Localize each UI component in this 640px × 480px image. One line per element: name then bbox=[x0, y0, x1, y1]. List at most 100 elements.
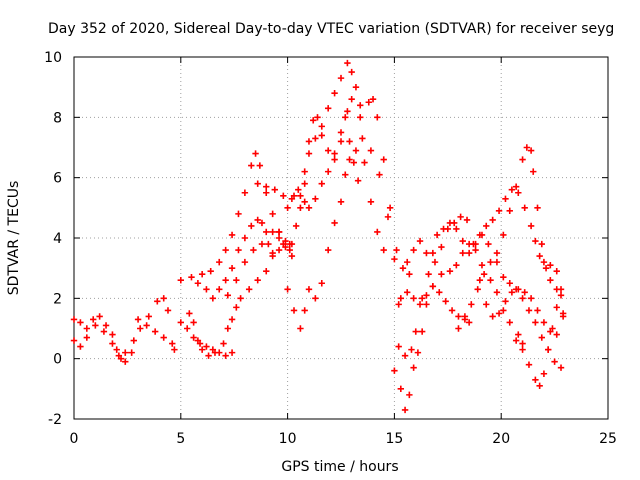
data-point bbox=[263, 183, 270, 190]
data-point bbox=[92, 322, 99, 329]
data-point bbox=[401, 406, 409, 414]
series-track-k bbox=[288, 59, 387, 254]
data-point bbox=[365, 99, 372, 106]
data-point bbox=[506, 207, 513, 215]
data-point bbox=[284, 204, 291, 212]
data-point bbox=[290, 307, 298, 314]
data-point bbox=[113, 346, 120, 353]
data-point bbox=[557, 364, 565, 371]
y-tick-label: 8 bbox=[53, 110, 62, 126]
x-tick-label: 15 bbox=[385, 431, 403, 447]
data-point bbox=[346, 138, 353, 145]
series-track-i bbox=[254, 96, 413, 278]
data-point bbox=[446, 219, 454, 227]
data-point bbox=[288, 195, 296, 202]
data-point bbox=[269, 249, 276, 257]
data-points bbox=[70, 59, 567, 414]
data-point bbox=[348, 96, 355, 103]
y-tick-label: 0 bbox=[53, 352, 62, 368]
data-point bbox=[391, 255, 398, 263]
data-point bbox=[301, 180, 308, 187]
data-point bbox=[440, 225, 447, 233]
data-point bbox=[521, 204, 528, 212]
data-point bbox=[331, 150, 338, 157]
data-point bbox=[324, 168, 332, 175]
data-point bbox=[374, 114, 381, 121]
data-point bbox=[100, 328, 108, 335]
series-track-e bbox=[186, 192, 308, 359]
data-point bbox=[331, 156, 338, 163]
data-point bbox=[90, 316, 97, 323]
series-track-f bbox=[177, 150, 296, 284]
data-point bbox=[96, 313, 103, 320]
data-point bbox=[171, 346, 178, 353]
data-point bbox=[184, 325, 191, 332]
data-point bbox=[519, 340, 526, 347]
data-point bbox=[512, 286, 520, 293]
data-point bbox=[301, 307, 308, 314]
data-point bbox=[209, 295, 217, 302]
y-tick-label: 4 bbox=[53, 231, 62, 247]
data-point bbox=[70, 337, 78, 344]
data-point bbox=[211, 349, 219, 356]
data-point bbox=[224, 292, 231, 299]
data-point bbox=[534, 204, 541, 212]
data-point bbox=[433, 231, 441, 239]
data-point bbox=[352, 147, 360, 154]
series-track-s bbox=[512, 292, 565, 390]
data-point bbox=[534, 307, 541, 314]
data-point bbox=[384, 213, 392, 221]
data-point bbox=[318, 132, 325, 139]
y-tick-label: 10 bbox=[44, 50, 62, 66]
data-point bbox=[465, 249, 473, 257]
data-point bbox=[177, 319, 184, 326]
data-point bbox=[525, 307, 533, 314]
data-point bbox=[241, 189, 249, 196]
data-point bbox=[410, 364, 417, 371]
data-point bbox=[453, 225, 460, 233]
data-point bbox=[544, 346, 552, 353]
data-point bbox=[337, 74, 345, 82]
data-point bbox=[487, 277, 494, 284]
data-point bbox=[404, 289, 411, 296]
data-point bbox=[77, 319, 84, 326]
data-point bbox=[301, 198, 308, 205]
data-point bbox=[532, 319, 539, 326]
data-point bbox=[553, 267, 560, 275]
data-point bbox=[203, 343, 210, 350]
data-point bbox=[222, 352, 229, 359]
data-point bbox=[442, 298, 449, 305]
data-point bbox=[519, 295, 526, 302]
data-point bbox=[399, 264, 407, 272]
data-point bbox=[536, 252, 543, 260]
data-point bbox=[429, 249, 437, 257]
data-point bbox=[224, 325, 231, 332]
data-point bbox=[348, 68, 355, 76]
series-track-l bbox=[305, 114, 362, 212]
data-point bbox=[254, 216, 261, 224]
data-point bbox=[203, 286, 210, 293]
data-point bbox=[128, 349, 135, 356]
data-point bbox=[169, 340, 176, 347]
data-point bbox=[342, 114, 349, 121]
data-point bbox=[235, 210, 242, 218]
data-point bbox=[367, 198, 375, 205]
data-point bbox=[83, 334, 91, 341]
data-point bbox=[269, 228, 276, 236]
data-point bbox=[190, 334, 197, 341]
data-point bbox=[393, 246, 400, 254]
data-point bbox=[500, 231, 507, 239]
data-point bbox=[540, 319, 548, 326]
data-point bbox=[235, 246, 242, 254]
data-point bbox=[292, 222, 300, 230]
data-point bbox=[282, 237, 289, 245]
data-point bbox=[205, 352, 212, 359]
data-point bbox=[500, 307, 507, 314]
data-point bbox=[305, 286, 313, 293]
data-point bbox=[410, 246, 417, 254]
data-point bbox=[263, 267, 270, 275]
data-point bbox=[305, 150, 313, 157]
y-tick-label: 6 bbox=[53, 171, 62, 187]
data-point bbox=[280, 192, 287, 199]
